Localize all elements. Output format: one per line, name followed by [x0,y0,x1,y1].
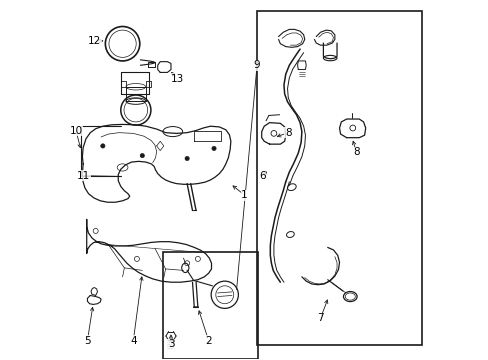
Text: 8: 8 [352,147,359,157]
Circle shape [140,153,144,158]
Text: 6: 6 [259,171,265,181]
Text: 3: 3 [167,339,174,349]
Bar [163,252,258,359]
Text: 2: 2 [205,336,211,346]
Text: 7: 7 [317,313,323,323]
Bar [257,12,421,345]
Text: 5: 5 [84,336,91,346]
Text: 12: 12 [88,36,101,46]
Circle shape [184,156,189,161]
Text: 13: 13 [170,74,183,84]
Text: 8: 8 [285,128,291,138]
Text: 10: 10 [69,126,82,135]
Text: 4: 4 [130,336,136,346]
Circle shape [101,144,105,148]
Text: 11: 11 [77,171,90,181]
Text: 9: 9 [253,60,260,70]
Circle shape [211,146,216,150]
Text: 1: 1 [241,190,247,200]
